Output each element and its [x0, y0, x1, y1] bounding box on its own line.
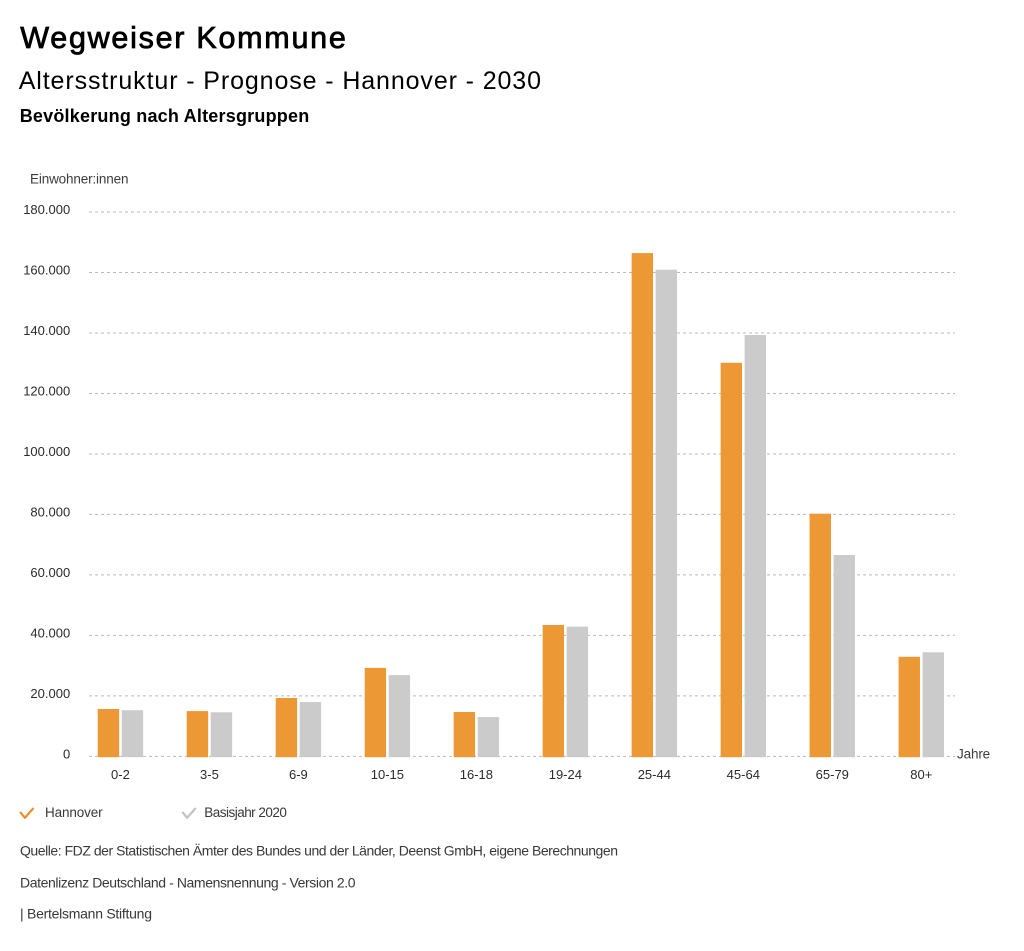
svg-text:25-44: 25-44	[638, 767, 671, 782]
svg-text:60.000: 60.000	[30, 565, 70, 580]
svg-text:100.000: 100.000	[23, 444, 70, 459]
svg-text:3-5: 3-5	[200, 767, 219, 782]
svg-text:19-24: 19-24	[549, 767, 582, 782]
svg-text:6-9: 6-9	[289, 767, 308, 782]
svg-text:Einwohner:innen: Einwohner:innen	[30, 172, 129, 187]
svg-text:10-15: 10-15	[371, 767, 404, 782]
svg-text:Datenlizenz Deutschland - Name: Datenlizenz Deutschland - Namensnennung …	[20, 875, 356, 891]
svg-text:Jahre: Jahre	[957, 747, 990, 762]
svg-text:160.000: 160.000	[23, 263, 70, 278]
svg-text:40.000: 40.000	[30, 625, 70, 640]
svg-text:20.000: 20.000	[30, 686, 70, 701]
svg-text:180.000: 180.000	[23, 202, 70, 217]
svg-text:0-2: 0-2	[111, 767, 130, 782]
svg-text:45-64: 45-64	[727, 767, 760, 782]
svg-text:120.000: 120.000	[23, 384, 70, 399]
svg-text:0: 0	[63, 746, 70, 761]
svg-text:80.000: 80.000	[30, 504, 70, 519]
svg-text:Basisjahr 2020: Basisjahr 2020	[204, 805, 287, 820]
svg-text:Altersstruktur - Prognose - Ha: Altersstruktur - Prognose - Hannover - 2…	[19, 67, 541, 95]
svg-text:80+: 80+	[910, 767, 932, 782]
svg-text:65-79: 65-79	[816, 767, 849, 782]
svg-text:140.000: 140.000	[23, 323, 70, 338]
svg-text:Quelle: FDZ der Statistischen: Quelle: FDZ der Statistischen Ämter des …	[20, 843, 618, 859]
svg-text:| Bertelsmann Stiftung: | Bertelsmann Stiftung	[20, 906, 152, 922]
svg-text:Wegweiser Kommune: Wegweiser Kommune	[20, 21, 346, 55]
svg-text:16-18: 16-18	[460, 767, 493, 782]
svg-text:Hannover: Hannover	[45, 805, 103, 820]
svg-text:Bevölkerung nach Altersgruppen: Bevölkerung nach Altersgruppen	[20, 106, 310, 126]
